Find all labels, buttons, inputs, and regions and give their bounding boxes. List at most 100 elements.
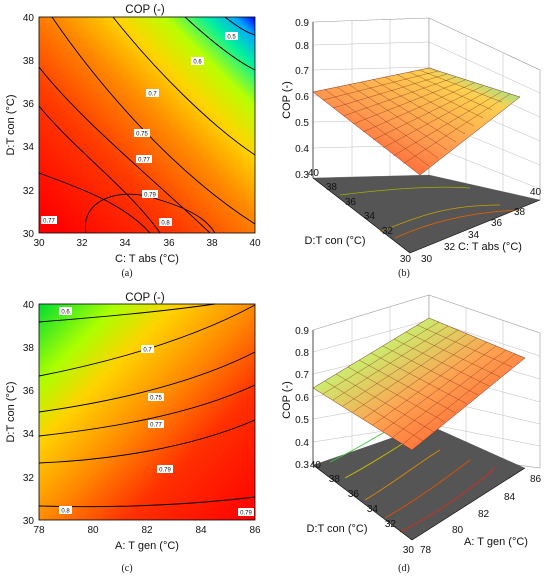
tick-label: 40 <box>530 187 542 198</box>
floor-contours <box>339 186 521 239</box>
contour-label: 0.75 <box>150 396 162 402</box>
chart-c-y-ticks: 40 38 36 34 32 30 <box>23 300 35 527</box>
tick-label: 0.6 <box>295 92 309 103</box>
surface-mesh <box>322 321 516 445</box>
contour-label: 0.5 <box>227 35 236 41</box>
tick-label: 38 <box>514 207 526 218</box>
tick-label: 0.7 <box>295 66 309 77</box>
chart-c-xlabel: A: T gen (°C) <box>115 540 179 552</box>
chart-a-xlabel: C: T abs (°C) <box>115 253 179 265</box>
tick-label: 30 <box>23 229 35 240</box>
contour-line <box>38 419 256 464</box>
panel-d: 0.9 0.8 0.7 0.6 0.5 0.4 0.3 COP (-) 40 3… <box>281 294 542 574</box>
tick-label: 40 <box>249 238 261 249</box>
chart-d-x-ticks: 78 80 82 84 86 <box>420 474 542 556</box>
chart-a-ylabel: D:T con (°C) <box>5 94 17 155</box>
tick-label: 38 <box>23 56 35 67</box>
tick-label: 34 <box>367 504 379 515</box>
tick-label: 30 <box>400 254 412 265</box>
contour-line <box>38 66 211 234</box>
chart-c-contour-labels: 0.6 0.7 0.75 0.77 0.79 0.8 0.79 <box>59 307 254 517</box>
tick-label: 36 <box>23 99 35 110</box>
tick-label: 0.5 <box>295 415 309 426</box>
axes-front <box>312 330 526 541</box>
chart-c-ylabel: D:T con (°C) <box>5 381 17 442</box>
contour-line <box>184 16 256 71</box>
contour-label: 0.79 <box>144 193 156 199</box>
contour-line <box>38 351 256 413</box>
panel-label-b: (b) <box>398 268 410 279</box>
tick-label: 36 <box>348 489 360 500</box>
tick-label: 40 <box>23 13 35 24</box>
tick-label: 0.4 <box>295 144 309 155</box>
contour-label: 0.75 <box>136 132 148 138</box>
tick-label: 34 <box>23 142 35 153</box>
tick-label: 0.3 <box>295 460 309 471</box>
tick-label: 36 <box>345 197 357 208</box>
chart-c-x-ticks: 78 80 82 84 86 <box>33 525 261 536</box>
contour-label: 0.77 <box>43 219 55 225</box>
chart-c-title: COP (-) <box>125 292 165 304</box>
chart-b-xlabel: C: T abs (°C) <box>458 241 522 253</box>
tick-label: 0.9 <box>295 326 309 337</box>
tick-label: 86 <box>249 525 261 536</box>
chart-d-xlabel: A: T gen (°C) <box>464 536 528 548</box>
contour-label: 0.7 <box>148 92 157 98</box>
contour-line <box>38 105 161 234</box>
tick-label: 32 <box>23 186 35 197</box>
tick-label: 40 <box>308 168 320 179</box>
tick-label: 32 <box>385 519 397 530</box>
tick-label: 34 <box>364 211 376 222</box>
tick-label: 38 <box>23 343 35 354</box>
chart-a-x-ticks: 30 32 34 36 38 40 <box>33 238 261 249</box>
contour-line <box>112 16 256 156</box>
contour-label: 0.77 <box>150 423 162 429</box>
contour-line <box>38 172 151 234</box>
tick-label: 84 <box>504 492 516 503</box>
chart-d-y-ticks: 40 38 36 34 32 30 <box>310 460 415 556</box>
floor-plane <box>313 425 525 540</box>
chart-b-zlabel: COP (-) <box>281 81 293 119</box>
tick-label: 36 <box>163 238 175 249</box>
contour-line <box>85 193 216 234</box>
chart-d-z-ticks: 0.9 0.8 0.7 0.6 0.5 0.4 0.3 <box>295 326 309 471</box>
chart-b-z-ticks: 0.9 0.8 0.7 0.6 0.5 0.4 0.3 <box>295 18 309 181</box>
tick-label: 36 <box>491 218 503 229</box>
tick-label: 0.9 <box>295 18 309 29</box>
contour-label: 0.7 <box>143 348 152 354</box>
chart-a-contours <box>38 16 256 234</box>
tick-label: 32 <box>444 242 456 253</box>
surface-mesh <box>322 69 511 167</box>
tick-label: 30 <box>33 238 45 249</box>
chart-c-plot-area <box>38 303 256 521</box>
tick-label: 84 <box>195 525 207 536</box>
floor-plane <box>313 175 540 253</box>
tick-label: 32 <box>23 473 35 484</box>
tick-label: 0.6 <box>295 393 309 404</box>
tick-label: 38 <box>329 474 341 485</box>
tick-label: 78 <box>420 545 432 556</box>
tick-label: 34 <box>23 429 35 440</box>
tick-label: 80 <box>452 525 464 536</box>
tick-label: 0.7 <box>295 370 309 381</box>
contour-label: 0.6 <box>61 310 70 316</box>
tick-label: 30 <box>403 545 415 556</box>
tick-label: 38 <box>206 238 218 249</box>
panel-label-a: (a) <box>121 268 132 279</box>
tick-label: 82 <box>478 509 490 520</box>
tick-label: 40 <box>310 460 322 471</box>
chart-b-ylabel: D:T con (°C) <box>304 235 365 247</box>
chart-a-title: COP (-) <box>125 4 165 16</box>
panel-c: COP (-) 0.6 0.7 0.75 0.77 0.79 0.8 0.79 … <box>5 292 261 574</box>
contour-label: 0.8 <box>61 509 70 515</box>
tick-label: 38 <box>326 182 338 193</box>
tick-label: 40 <box>23 300 35 311</box>
contour-label: 0.8 <box>161 221 170 227</box>
tick-label: 30 <box>23 516 35 527</box>
tick-label: 0.3 <box>295 170 309 181</box>
panel-b: 0.9 0.8 0.7 0.6 0.5 0.4 0.3 COP (-) 40 3… <box>281 17 542 279</box>
tick-label: 32 <box>76 238 88 249</box>
panel-label-d: (d) <box>398 563 410 574</box>
contour-line <box>38 303 216 323</box>
tick-label: 36 <box>23 386 35 397</box>
